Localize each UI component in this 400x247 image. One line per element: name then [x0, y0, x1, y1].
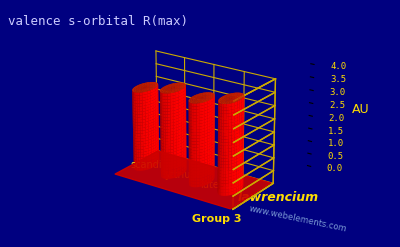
Text: valence s-orbital R(max): valence s-orbital R(max)	[8, 15, 188, 28]
Text: www.webelements.com: www.webelements.com	[248, 205, 348, 234]
